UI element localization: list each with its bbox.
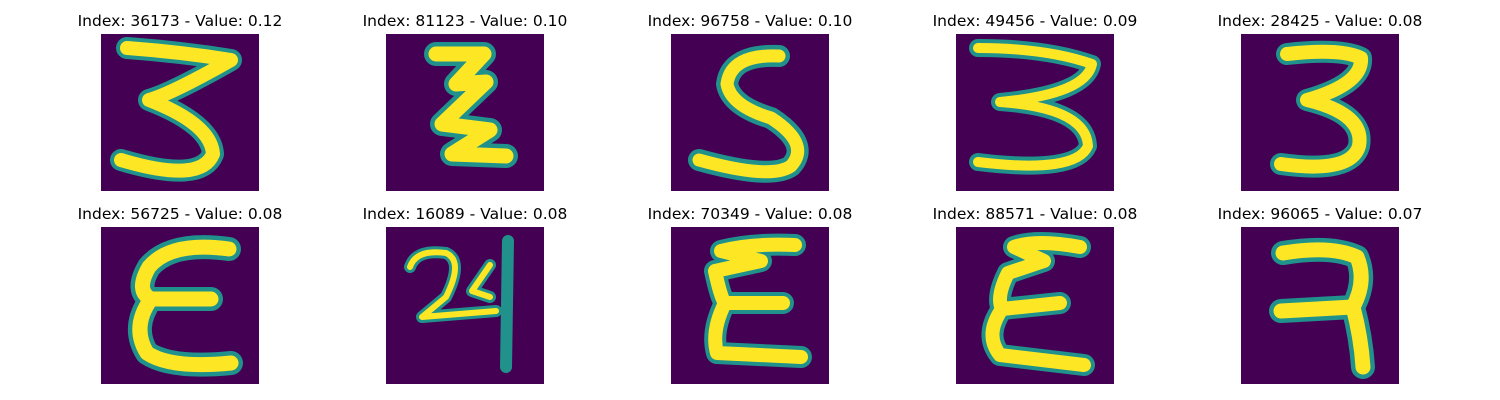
glyph-z3: [110, 37, 242, 182]
glyph-24: [404, 235, 514, 373]
panel-title: Index: 81123 - Value: 0.10: [362, 12, 568, 30]
panel-title: Index: 49456 - Value: 0.09: [932, 12, 1138, 30]
glyph-3: [969, 39, 1101, 175]
digit-image: [956, 34, 1114, 191]
panel-title: Index: 56725 - Value: 0.08: [77, 205, 283, 223]
digit-image: [101, 34, 259, 191]
digit-image: [386, 227, 544, 384]
panel-title: Index: 96065 - Value: 0.07: [1217, 205, 1423, 223]
glyph-reversed-2: [1269, 237, 1375, 379]
panel-title: Index: 28425 - Value: 0.08: [1217, 12, 1423, 30]
digit-image: [956, 227, 1114, 384]
glyph-s: [688, 44, 809, 183]
glyph-zigzag: [424, 42, 518, 168]
panel-title: Index: 88571 - Value: 0.08: [932, 205, 1138, 223]
glyph-epsilon: [128, 235, 243, 377]
panel-title: Index: 16089 - Value: 0.08: [362, 205, 568, 223]
digit-image: [1241, 227, 1399, 384]
panel-title: Index: 70349 - Value: 0.08: [647, 205, 853, 223]
digit-image: [671, 227, 829, 384]
glyph-epsilon: [981, 232, 1095, 376]
digit-image: [101, 227, 259, 384]
panel-title: Index: 96758 - Value: 0.10: [647, 12, 853, 30]
glyph-3: [1270, 40, 1372, 178]
glyph-epsilon: [704, 233, 812, 368]
digit-image: [386, 34, 544, 191]
panel-title: Index: 36173 - Value: 0.12: [77, 12, 283, 30]
digit-image: [671, 34, 829, 191]
digit-image: [1241, 34, 1399, 191]
